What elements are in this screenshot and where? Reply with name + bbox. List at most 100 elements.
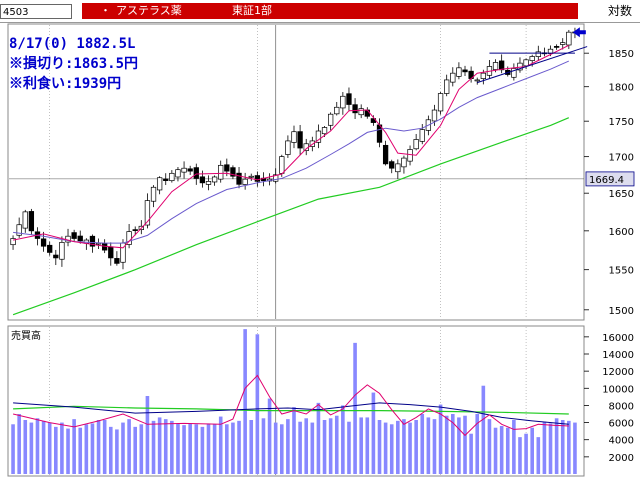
volume-bar xyxy=(267,398,272,474)
volume-bar xyxy=(457,417,461,474)
price-tick-label: 1550 xyxy=(609,266,634,277)
candle-body xyxy=(297,131,303,149)
volume-bar xyxy=(304,418,309,474)
volume-bar xyxy=(518,437,522,474)
volume-bar xyxy=(493,427,498,474)
volume-bar xyxy=(157,417,162,474)
candle-body xyxy=(10,238,16,246)
candle-body xyxy=(126,231,132,245)
volume-bar xyxy=(29,422,34,474)
volume-bar xyxy=(176,423,180,474)
name-dot: ・ xyxy=(100,4,111,17)
candle-body xyxy=(236,172,242,185)
scale-mode-label[interactable]: 対数 xyxy=(607,4,632,18)
candle-body xyxy=(492,62,499,70)
candle-body xyxy=(169,172,175,182)
market-name: 東証1部 xyxy=(232,4,272,17)
volume-bar xyxy=(237,420,241,474)
candle-body xyxy=(480,72,486,79)
candle-body xyxy=(334,106,340,115)
volume-bar xyxy=(47,422,52,474)
volume-bar xyxy=(573,422,577,474)
volume-bar xyxy=(567,420,571,474)
candle-body xyxy=(389,161,395,169)
candle-body xyxy=(437,93,444,112)
take-profit-line: ※利食い:1939円 xyxy=(9,76,122,92)
volume-bar xyxy=(170,420,174,474)
candle-body xyxy=(309,140,315,147)
volume-ma-mid-line xyxy=(13,402,569,425)
volume-panel-title: 売買高 xyxy=(11,329,41,342)
volume-bar xyxy=(548,423,553,474)
volume-bar xyxy=(359,417,363,474)
volume-tick-label: 16000 xyxy=(602,333,634,344)
volume-bar xyxy=(414,420,418,474)
volume-bar xyxy=(298,421,302,474)
candle-body xyxy=(327,113,334,126)
volume-tick-label: 12000 xyxy=(602,367,634,378)
volume-bar xyxy=(322,420,327,474)
volume-bar xyxy=(41,420,46,474)
ma-mid-line xyxy=(13,60,570,244)
price-tick-label: 1600 xyxy=(609,227,634,238)
candle-body xyxy=(102,243,108,251)
candle-body xyxy=(450,72,456,83)
volume-tick-label: 6000 xyxy=(609,419,634,430)
volume-bar xyxy=(536,437,541,474)
volume-bar xyxy=(212,424,217,474)
candle-body xyxy=(193,167,199,179)
volume-bar xyxy=(383,422,388,474)
candle-body xyxy=(16,224,22,236)
volume-tick-label: 14000 xyxy=(602,350,634,361)
volume-bar xyxy=(121,422,125,474)
volume-ma-short-line xyxy=(12,374,569,437)
volume-bar xyxy=(371,392,376,474)
volume-tick-label: 4000 xyxy=(609,436,634,447)
volume-bar xyxy=(475,414,480,474)
stock-name-bar: ・ アステラス薬 東証1部 xyxy=(82,3,578,19)
volume-bar xyxy=(316,402,321,474)
volume-panel-frame xyxy=(7,325,585,477)
price-tick-label: 1750 xyxy=(609,117,634,128)
candle-body xyxy=(315,130,322,143)
candle-body xyxy=(358,108,364,116)
volume-bar xyxy=(255,334,260,474)
volume-bar xyxy=(66,428,70,474)
candle-body xyxy=(114,258,120,264)
candle-body xyxy=(474,79,480,82)
candle-body xyxy=(224,164,230,172)
volume-bar xyxy=(188,423,192,474)
volume-tick-label: 2000 xyxy=(609,453,634,464)
price-tick-label: 1500 xyxy=(609,306,634,317)
volume-bar xyxy=(54,426,58,474)
volume-bar xyxy=(444,415,449,474)
candle-body xyxy=(53,254,59,259)
price-tick-label: 1700 xyxy=(609,153,634,164)
candle-body xyxy=(511,68,517,78)
volume-bar xyxy=(225,424,229,474)
volume-bar xyxy=(11,424,15,474)
volume-bar xyxy=(310,422,315,474)
volume-bar xyxy=(90,423,95,474)
candle-body xyxy=(163,178,169,181)
last-price-box xyxy=(585,171,635,187)
volume-bar xyxy=(218,416,223,474)
candle-body xyxy=(382,144,389,165)
candle-body xyxy=(340,95,346,109)
date-price-line: 8/17(0) 1882.5L xyxy=(9,36,136,52)
candle-body xyxy=(40,238,47,247)
volume-bar xyxy=(182,425,186,474)
volume-bar xyxy=(542,421,547,474)
last-price-label: 1669.4 xyxy=(589,175,624,186)
candle-body xyxy=(407,149,413,162)
volume-bar xyxy=(249,420,254,474)
volume-bar xyxy=(432,419,437,474)
candle-body xyxy=(22,211,28,229)
volume-bar xyxy=(17,414,21,474)
candle-body xyxy=(523,59,529,67)
ticker-code[interactable]: 4503 xyxy=(0,4,72,19)
volume-bar xyxy=(524,433,528,474)
volume-bar xyxy=(389,424,394,474)
candle-body xyxy=(59,242,65,260)
volume-bar xyxy=(286,419,290,474)
